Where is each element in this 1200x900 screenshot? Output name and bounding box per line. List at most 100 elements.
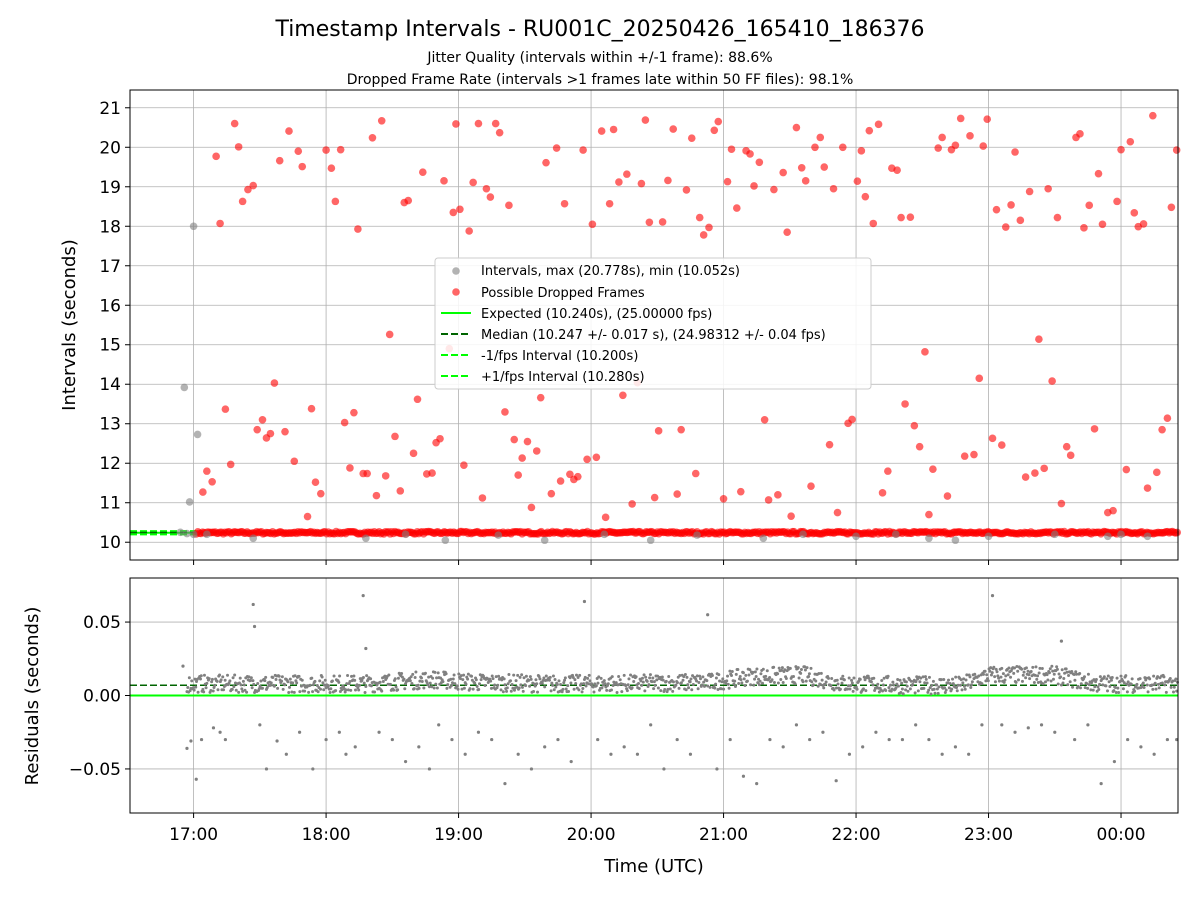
residual-point	[468, 687, 472, 691]
dropped-frame-point	[677, 425, 685, 434]
dropped-frame-point	[925, 510, 933, 519]
residual-outlier-point	[490, 737, 494, 742]
residual-point	[660, 675, 664, 679]
residual-point	[679, 681, 683, 685]
residual-outlier-point	[741, 774, 746, 778]
dropped-frame-point	[1035, 335, 1043, 344]
residual-point	[890, 687, 894, 691]
residual-point	[215, 679, 219, 683]
dropped-frame-point	[597, 127, 606, 135]
residual-point	[298, 690, 302, 694]
residual-point	[348, 679, 352, 683]
legend-marker-intervals	[452, 267, 460, 275]
residual-point	[1059, 683, 1063, 687]
residual-point	[970, 680, 974, 684]
residual-point	[295, 681, 299, 685]
dropped-frame-point	[377, 117, 386, 125]
residual-point	[1074, 670, 1078, 674]
dropped-frame-point	[456, 205, 464, 214]
dropped-frame-point	[583, 455, 591, 464]
residual-point	[1172, 685, 1176, 689]
residual-point	[716, 688, 720, 692]
residual-point	[520, 673, 524, 677]
residual-point	[464, 682, 468, 686]
dropped-frame-point	[960, 452, 969, 460]
residual-point	[1124, 674, 1128, 678]
residual-point	[1168, 676, 1172, 680]
residual-point	[245, 690, 249, 694]
residual-point	[943, 686, 947, 690]
residual-point	[678, 674, 682, 678]
residual-point	[851, 689, 855, 693]
residual-point	[656, 674, 660, 678]
residual-point	[290, 690, 294, 694]
residual-point	[587, 673, 591, 677]
residual-point	[819, 671, 823, 675]
residual-point	[315, 683, 319, 687]
residual-point	[510, 683, 514, 687]
intervals-y-label: Intervals (seconds)	[59, 239, 80, 411]
residual-point	[759, 672, 763, 676]
residual-outlier-point	[1059, 639, 1064, 643]
residual-point	[947, 678, 951, 682]
interval-point	[799, 530, 807, 539]
residual-point	[761, 667, 765, 671]
residual-point	[597, 675, 601, 679]
residual-outlier-point	[1086, 723, 1090, 727]
residual-point	[555, 682, 559, 686]
residual-outlier-point	[252, 624, 257, 629]
residual-point	[738, 675, 742, 679]
residual-point	[471, 687, 475, 691]
residual-point	[1022, 670, 1026, 674]
residual-point	[1175, 689, 1179, 693]
residual-point	[456, 687, 460, 691]
residual-point	[1026, 669, 1030, 673]
residual-point	[445, 686, 449, 690]
residual-point	[905, 684, 909, 688]
residual-outlier-point	[794, 723, 799, 727]
legend-frame	[434, 257, 872, 390]
residual-point	[259, 679, 263, 683]
dropped-frame-point	[474, 119, 483, 128]
interval-point	[925, 534, 933, 543]
residual-point	[256, 681, 260, 685]
residual-point	[690, 688, 694, 692]
residual-point	[187, 676, 191, 680]
residual-point	[600, 686, 604, 690]
residual-point	[850, 678, 854, 682]
dropped-frame-point	[505, 201, 513, 210]
residual-point	[713, 686, 717, 690]
residual-point	[1055, 667, 1059, 671]
dropped-frame-point	[275, 156, 284, 165]
residual-outlier-point	[211, 726, 216, 730]
residual-point	[283, 683, 287, 687]
dropped-frame-point	[1053, 213, 1062, 222]
residual-outlier-point	[967, 752, 971, 756]
residual-outlier-point	[582, 599, 587, 604]
residual-point	[323, 678, 327, 682]
residual-point	[241, 679, 245, 683]
dropped-frame-point	[514, 471, 522, 479]
residual-point	[784, 676, 788, 680]
residual-point	[730, 670, 734, 674]
residual-point	[204, 686, 208, 690]
residual-point	[322, 683, 326, 687]
residual-point	[886, 674, 890, 678]
residual-outlier-point	[516, 752, 520, 756]
dropped-frame-point	[518, 454, 526, 462]
residual-point	[960, 688, 964, 692]
residual-point	[990, 671, 994, 675]
residual-outlier-point	[1152, 752, 1156, 756]
residual-point	[799, 671, 803, 675]
residual-point	[226, 673, 230, 677]
residual-point	[988, 669, 992, 673]
residual-point	[252, 682, 256, 686]
residual-point	[444, 672, 448, 676]
residual-point	[765, 669, 769, 673]
residual-point	[1071, 685, 1075, 689]
residual-outlier-point	[887, 737, 891, 742]
residual-point	[756, 681, 760, 685]
residual-point	[265, 686, 269, 690]
residual-point	[1016, 669, 1020, 673]
residual-point	[574, 682, 578, 686]
